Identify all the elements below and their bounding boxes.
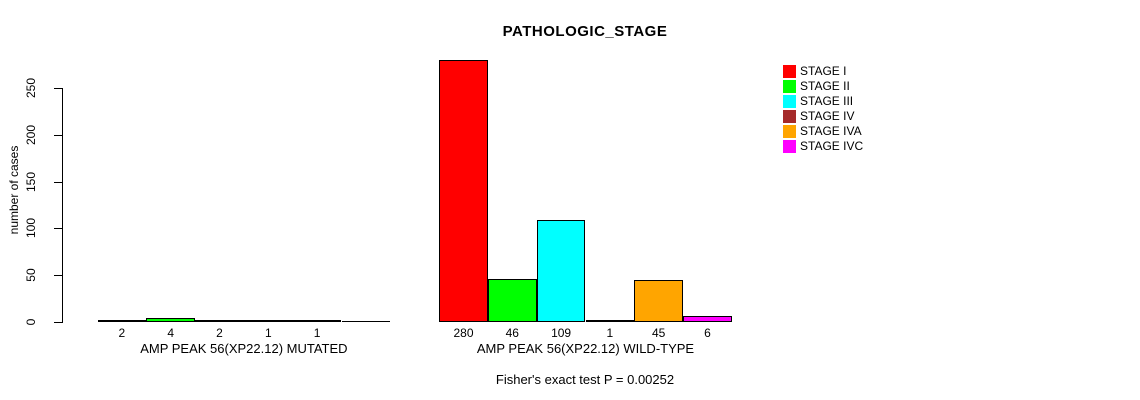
bar-stage-ivc <box>683 316 732 322</box>
y-tick-label: 250 <box>24 77 38 99</box>
bar-count-label: 1 <box>313 326 321 340</box>
chart-title: PATHOLOGIC_STAGE <box>502 23 668 40</box>
bar-stage-iv <box>585 320 635 322</box>
group-label: AMP PEAK 56(XP22.12) WILD-TYPE <box>476 341 695 356</box>
y-tick-mark <box>54 322 62 323</box>
bar-stage-iva <box>634 280 684 322</box>
fisher-test-footnote: Fisher's exact test P = 0.00252 <box>495 372 675 387</box>
bar-count-label: 4 <box>167 326 175 340</box>
legend-item-stage-iii: STAGE III <box>783 94 863 109</box>
legend-label: STAGE IVA <box>800 124 862 138</box>
bar-stage-ii <box>487 279 537 322</box>
legend-swatch-icon <box>783 125 796 138</box>
legend-label: STAGE IV <box>800 109 855 123</box>
y-tick-mark <box>54 181 62 183</box>
y-tick-mark <box>54 275 62 277</box>
bar-count-label: 1 <box>606 326 614 340</box>
bar-stage-iv <box>243 320 293 322</box>
legend: STAGE I STAGE II STAGE III STAGE IV STAGE IV… <box>783 64 863 154</box>
legend-swatch-icon <box>783 95 796 108</box>
legend-label: STAGE II <box>800 79 850 93</box>
bar-stage-ii <box>146 318 196 322</box>
y-tick-label: 50 <box>24 268 38 282</box>
legend-item-stage-ii: STAGE II <box>783 79 863 94</box>
legend-item-stage-iv: STAGE IV <box>783 109 863 124</box>
bar-count-label: 2 <box>118 326 126 340</box>
y-tick-mark <box>54 134 62 136</box>
bar-count-label: 280 <box>453 326 474 340</box>
bar-stage-i <box>439 60 488 322</box>
legend-swatch-icon <box>783 110 796 123</box>
legend-swatch-icon <box>783 65 796 78</box>
legend-swatch-icon <box>783 80 796 93</box>
y-axis-label: number of cases <box>7 145 21 235</box>
bar-stage-ivc-zero <box>341 321 391 322</box>
y-tick-label: 100 <box>24 218 38 239</box>
y-tick-mark <box>54 88 62 89</box>
y-axis-line <box>62 88 63 323</box>
bar-stage-i <box>97 320 147 322</box>
bar-stage-iii <box>536 220 586 322</box>
legend-label: STAGE IVC <box>800 139 864 153</box>
bar-stage-iva <box>292 320 342 322</box>
legend-item-stage-iva: STAGE IVA <box>783 124 863 139</box>
bar-count-label: 1 <box>264 326 272 340</box>
group-label: AMP PEAK 56(XP22.12) MUTATED <box>140 341 348 356</box>
bar-count-label: 46 <box>505 326 519 340</box>
legend-label: STAGE III <box>800 94 854 108</box>
bar-count-label: 6 <box>704 326 711 340</box>
legend-item-stage-i: STAGE I <box>783 64 863 79</box>
bar-count-label: 45 <box>652 326 666 340</box>
bar-count-label: 109 <box>551 326 572 340</box>
legend-item-stage-ivc: STAGE IVC <box>783 139 863 154</box>
y-tick-mark <box>54 228 62 230</box>
y-tick-label: 0 <box>24 318 38 326</box>
y-tick-label: 150 <box>24 171 38 192</box>
bar-stage-iii <box>195 320 244 322</box>
legend-swatch-icon <box>783 140 796 153</box>
y-tick-label: 200 <box>24 124 38 145</box>
bar-count-label: 2 <box>216 326 223 340</box>
legend-label: STAGE I <box>800 64 847 78</box>
